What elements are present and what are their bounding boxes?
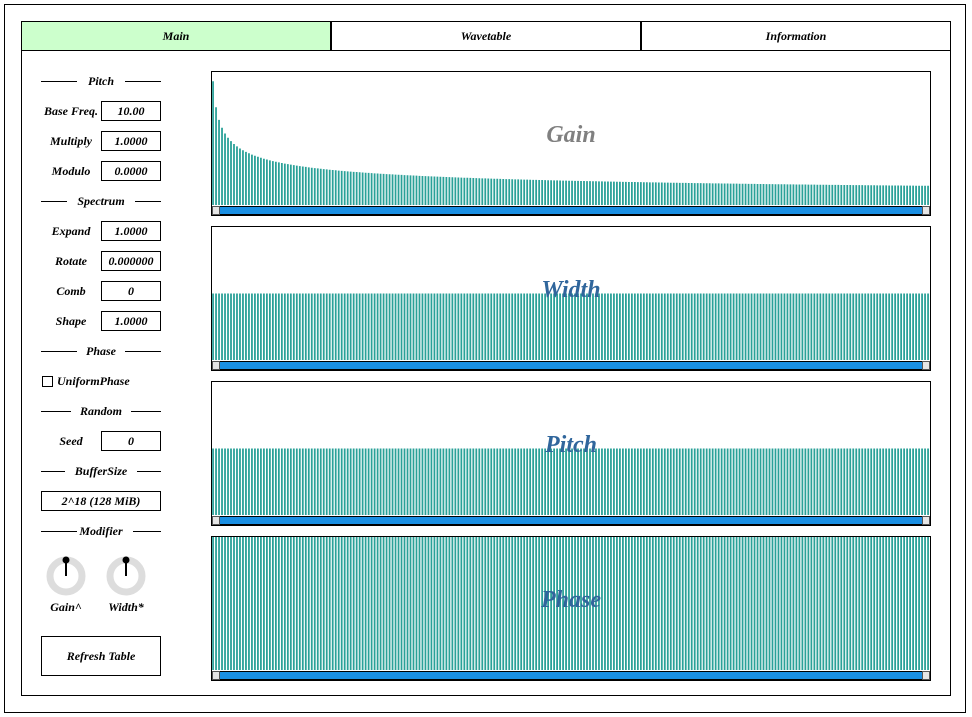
refresh-table-label: Refresh Table — [66, 648, 136, 663]
seed-label: Seed — [59, 434, 83, 448]
gain-scroll-right-handle[interactable] — [922, 206, 930, 215]
section-buffer-size: BufferSize — [41, 464, 161, 478]
bar-series — [212, 81, 929, 205]
tab-wavetable-label: Wavetable — [460, 28, 512, 43]
pitch-editor[interactable]: Pitch — [211, 381, 931, 526]
width-scrollbar[interactable] — [212, 361, 930, 370]
section-pitch-label: Pitch — [88, 74, 114, 88]
expand-input[interactable]: 1.0000 — [101, 221, 161, 241]
refresh-table-button[interactable]: Refresh Table — [41, 636, 161, 676]
width-knob[interactable] — [106, 556, 146, 596]
section-spectrum-label: Spectrum — [77, 194, 125, 208]
section-spectrum: Spectrum — [41, 194, 161, 208]
width-scroll-left-handle[interactable] — [212, 361, 220, 370]
section-modifier-label: Modifier — [79, 524, 123, 538]
window-frame — [4, 4, 966, 713]
section-phase: Phase — [41, 344, 161, 358]
gain-bars[interactable] — [212, 72, 930, 205]
tab-main-label: Main — [162, 28, 190, 43]
tab-main[interactable]: Main — [21, 21, 331, 51]
gain-editor[interactable]: Gain — [211, 71, 931, 216]
shape-input[interactable]: 1.0000 — [101, 311, 161, 331]
gain-scrollbar[interactable] — [212, 206, 930, 215]
shape-label: Shape — [55, 314, 87, 328]
pitch-scroll-left-handle[interactable] — [212, 516, 220, 525]
pitch-bars[interactable] — [212, 382, 930, 515]
phase-scroll-left-handle[interactable] — [212, 671, 220, 680]
base-freq-label: Base Freq. — [44, 104, 98, 118]
section-phase-label: Phase — [86, 344, 116, 358]
pitch-scroll-track[interactable] — [220, 516, 922, 525]
bar-series — [212, 537, 929, 670]
main-panel — [21, 50, 951, 696]
rotate-input[interactable]: 0.000000 — [101, 251, 161, 271]
comb-input[interactable]: 0 — [101, 281, 161, 301]
tab-information[interactable]: Information — [641, 21, 951, 51]
width-scroll-right-handle[interactable] — [922, 361, 930, 370]
multiply-label: Multiply — [49, 134, 92, 148]
width-scroll-track[interactable] — [220, 361, 922, 370]
phase-scroll-right-handle[interactable] — [922, 671, 930, 680]
multiply-input[interactable]: 1.0000 — [101, 131, 161, 151]
gain-knob-label: Gain^ — [50, 600, 82, 614]
gain-scroll-left-handle[interactable] — [212, 206, 220, 215]
section-random-label: Random — [79, 404, 122, 418]
gain-scroll-track[interactable] — [220, 206, 922, 215]
tab-information-label: Information — [765, 28, 827, 43]
expand-label: Expand — [51, 224, 91, 238]
phase-scrollbar[interactable] — [212, 671, 930, 680]
section-modifier: Modifier — [41, 524, 161, 538]
modulo-input[interactable]: 0.0000 — [101, 161, 161, 181]
section-random: Random — [41, 404, 161, 418]
uniform-phase-checkbox[interactable] — [42, 376, 53, 387]
phase-bars[interactable] — [212, 537, 930, 670]
width-editor[interactable]: Width — [211, 226, 931, 371]
rotate-label: Rotate — [55, 254, 87, 268]
width-knob-label: Width* — [108, 600, 144, 614]
phase-editor[interactable]: Phase — [211, 536, 931, 681]
seed-input[interactable]: 0 — [101, 431, 161, 451]
section-pitch: Pitch — [41, 74, 161, 88]
section-buffer-size-label: BufferSize — [74, 464, 128, 478]
modulo-label: Modulo — [51, 164, 91, 178]
base-freq-input[interactable]: 10.00 — [101, 101, 161, 121]
buffer-size-select[interactable]: 2^18 (128 MiB) — [41, 491, 161, 511]
uniform-phase-label: UniformPhase — [57, 374, 130, 388]
width-bars[interactable] — [212, 227, 930, 360]
pitch-scrollbar[interactable] — [212, 516, 930, 525]
gain-knob[interactable] — [46, 556, 86, 596]
bar-series — [212, 448, 929, 515]
pitch-scroll-right-handle[interactable] — [922, 516, 930, 525]
tab-wavetable[interactable]: Wavetable — [331, 21, 641, 51]
bar-series — [212, 293, 929, 360]
phase-scroll-track[interactable] — [220, 671, 922, 680]
comb-label: Comb — [56, 284, 86, 298]
